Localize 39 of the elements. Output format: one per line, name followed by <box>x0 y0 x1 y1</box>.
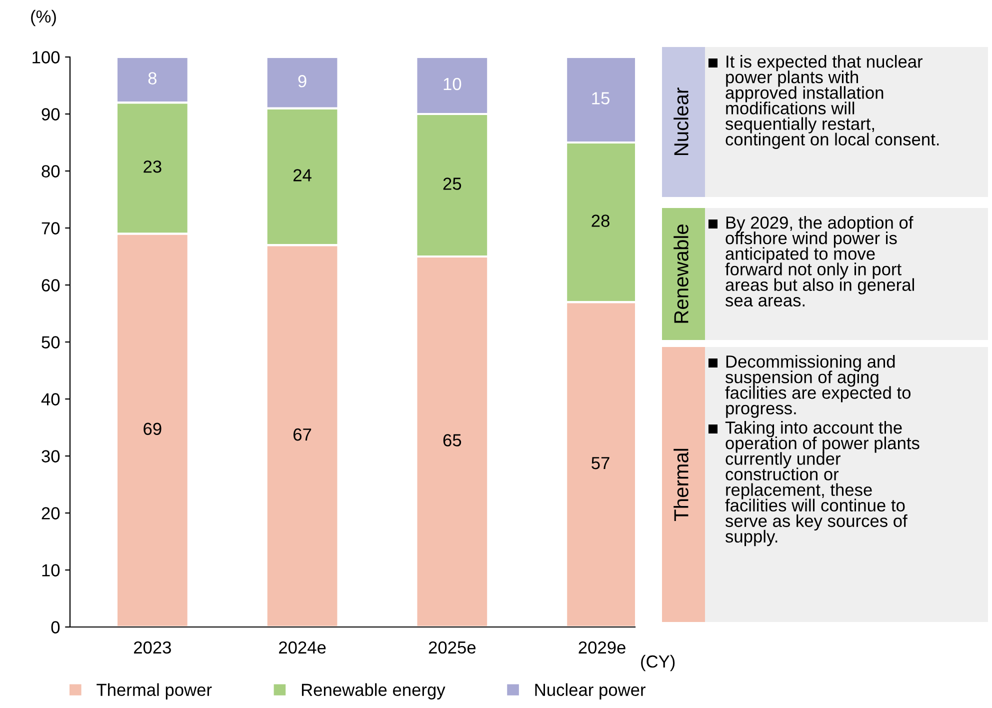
data-label: 67 <box>294 428 312 441</box>
legend-label: Renewable energy <box>302 683 446 700</box>
x-tick-label: 2029e <box>578 641 626 654</box>
data-label: 57 <box>592 457 610 470</box>
legend-label: Nuclear power <box>535 683 646 700</box>
y-axis-title: (%) <box>31 10 56 26</box>
data-label: 69 <box>144 422 162 436</box>
text: Thermal <box>674 448 688 521</box>
text: Nuclear <box>674 88 688 156</box>
y-tick-label: 100 <box>32 51 60 64</box>
y-tick-label: 40 <box>41 393 60 406</box>
data-label: 9 <box>298 75 306 88</box>
text: Taking into account the operation of power plants currently under construction or replacement, these facilities will continue to serve as key sources of supply. <box>725 421 920 546</box>
y-tick-label: 90 <box>42 108 60 120</box>
text: Decommissioning and suspension of aging facilities are expected to progress. <box>725 355 911 418</box>
y-tick-label: 50 <box>42 336 60 348</box>
y-tick-label: 80 <box>42 165 60 178</box>
y-tick-label: 20 <box>42 507 60 520</box>
data-label: 15 <box>592 92 610 104</box>
text: It is expected that nuclear power plants with approved installation modifications will sequentially restart, contingent on local consent. <box>725 55 939 149</box>
x-tick-label: 2025e <box>428 641 476 654</box>
text: Renewable <box>674 224 688 323</box>
data-label: 65 <box>443 434 462 446</box>
data-label: 28 <box>592 214 610 227</box>
x-axis-title: (CY) <box>641 654 675 672</box>
y-tick-label: 70 <box>42 222 60 234</box>
data-label: 8 <box>148 72 156 84</box>
y-tick-label: 10 <box>42 564 60 576</box>
y-tick-label: 60 <box>42 279 60 292</box>
y-tick-label: 30 <box>42 450 60 462</box>
y-tick-label: 0 <box>51 621 60 634</box>
data-label: 25 <box>443 178 462 190</box>
x-tick-label: 2024e <box>279 641 326 654</box>
data-label: 24 <box>294 169 312 182</box>
legend-label: Thermal power <box>96 683 212 700</box>
data-label: 23 <box>144 160 162 173</box>
data-label: 10 <box>444 78 462 90</box>
x-tick-label: 2023 <box>134 641 171 654</box>
text: By 2029, the adoption of offshore wind power is anticipated to move forward not only in port areas but also in general sea areas. <box>725 216 914 307</box>
